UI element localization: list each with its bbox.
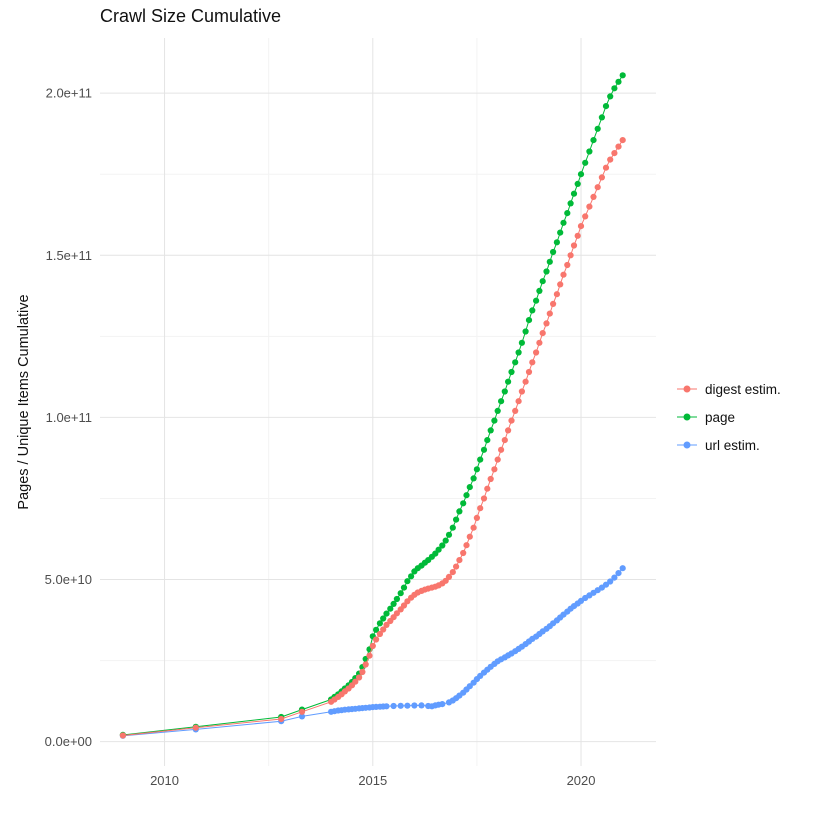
legend-marker-icon xyxy=(677,441,697,449)
svg-text:0.0e+00: 0.0e+00 xyxy=(45,734,92,749)
legend-item-url-estim: url estim. xyxy=(676,436,781,454)
svg-text:2.0e+11: 2.0e+11 xyxy=(46,86,92,101)
legend: digest estim. page url estim. xyxy=(676,380,781,454)
svg-text:2020: 2020 xyxy=(567,773,596,788)
legend-marker-icon xyxy=(677,413,697,421)
svg-text:1.5e+11: 1.5e+11 xyxy=(46,248,92,263)
legend-label: digest estim. xyxy=(705,381,781,397)
chart-title: Crawl Size Cumulative xyxy=(100,6,282,26)
svg-text:5.0e+10: 5.0e+10 xyxy=(45,572,92,587)
svg-text:2015: 2015 xyxy=(358,773,387,788)
legend-marker-icon xyxy=(677,385,697,393)
svg-text:1.0e+11: 1.0e+11 xyxy=(46,410,92,425)
legend-item-digest-estim: digest estim. xyxy=(676,380,781,398)
legend-label: url estim. xyxy=(705,437,760,453)
legend-item-page: page xyxy=(676,408,781,426)
svg-text:2010: 2010 xyxy=(150,773,179,788)
legend-label: page xyxy=(705,409,736,425)
